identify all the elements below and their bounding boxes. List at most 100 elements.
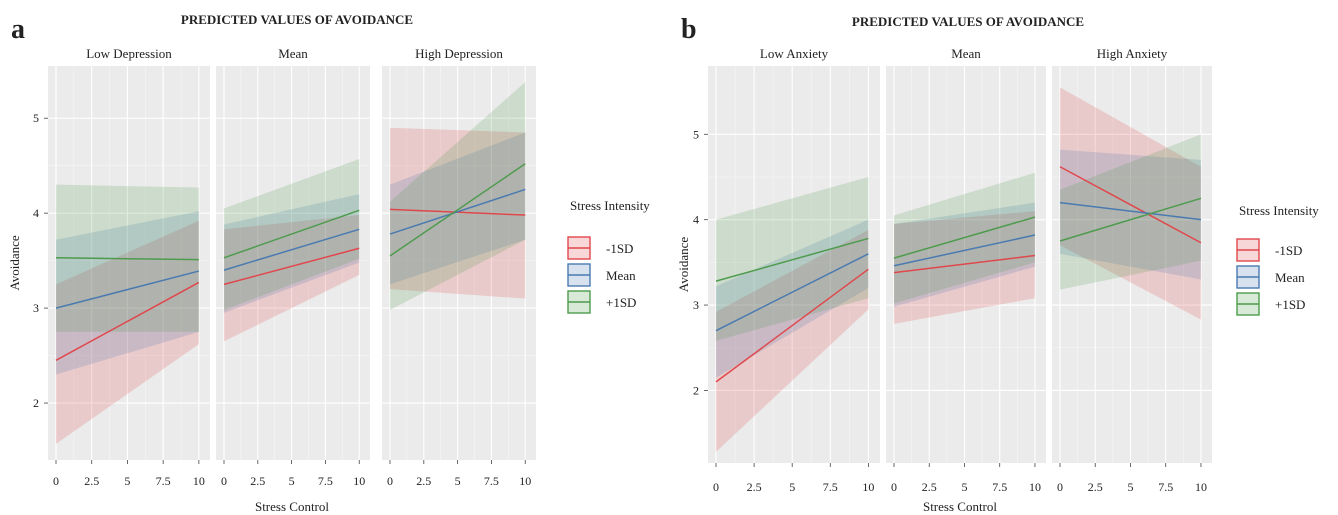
legend-label: -1SD — [1275, 243, 1302, 258]
x-tick-label: 7.5 — [156, 474, 171, 488]
panel-background — [1052, 66, 1212, 463]
x-tick-label: 2.5 — [250, 474, 265, 488]
facet-panel: Mean 0 2.5 5 7.5 10 — [886, 46, 1046, 494]
panel-tag: a — [11, 14, 25, 45]
facet-label: Low Anxiety — [760, 46, 829, 61]
facet-label: High Anxiety — [1097, 46, 1168, 61]
x-tick-label: 10 — [1029, 480, 1041, 494]
confidence-band — [390, 132, 526, 285]
panel-background — [216, 66, 370, 460]
legend-label: -1SD — [606, 241, 633, 256]
y-tick-label: 4 — [33, 206, 39, 220]
legend-title: Stress Intensity — [570, 198, 650, 213]
confidence-band — [894, 211, 1035, 324]
confidence-band — [56, 211, 199, 375]
facet-panel: Mean 0 2.5 5 7.5 10 — [216, 46, 370, 488]
series-line — [1059, 201, 1202, 221]
facet-label: Low Depression — [86, 46, 172, 61]
x-tick-label: 2.5 — [747, 480, 762, 494]
confidence-band — [390, 82, 526, 310]
series-line — [715, 268, 869, 383]
legend-label: Mean — [1275, 270, 1305, 285]
x-tick-label: 5 — [1127, 480, 1133, 494]
x-tick-label: 10 — [1195, 480, 1207, 494]
x-tick-label: 5 — [124, 474, 130, 488]
x-tick-label: 7.5 — [1158, 480, 1173, 494]
x-tick-label: 10 — [193, 474, 205, 488]
x-tick-label: 10 — [353, 474, 365, 488]
panel-tag: b — [681, 14, 697, 45]
series-line — [55, 270, 200, 309]
x-tick-label: 5 — [961, 480, 967, 494]
series-line — [893, 216, 1036, 259]
x-tick-label: 2.5 — [84, 474, 99, 488]
series-line — [389, 188, 526, 235]
series-line — [893, 254, 1036, 274]
confidence-band — [390, 127, 526, 299]
series-line — [715, 253, 869, 332]
confidence-band — [716, 219, 869, 378]
x-tick-label: 10 — [862, 480, 874, 494]
x-tick-label: 0 — [221, 474, 227, 488]
series-line — [715, 237, 869, 282]
series-line — [55, 257, 199, 261]
x-tick-label: 7.5 — [484, 474, 499, 488]
legend-label: Mean — [606, 268, 636, 283]
x-tick-label: 10 — [519, 474, 531, 488]
confidence-band — [224, 194, 360, 313]
y-tick-label: 3 — [33, 301, 39, 315]
y-axis-label: Avoidance — [676, 237, 691, 293]
chart-title: PREDICTED VALUES OF AVOIDANCE — [181, 12, 413, 27]
confidence-band — [1060, 134, 1201, 290]
facet-panel: Low Depression 0 2.5 5 7.5 10 2 3 4 5 — [33, 46, 210, 488]
series-line — [1059, 197, 1202, 242]
x-tick-label: 5 — [289, 474, 295, 488]
facet-panel: High Depression 0 2.5 5 7.5 10 — [382, 46, 536, 488]
series-line — [223, 228, 360, 271]
legend-label: +1SD — [1275, 297, 1305, 312]
series-line — [223, 209, 360, 259]
legend-title: Stress Intensity — [1239, 203, 1319, 218]
series-line — [1059, 166, 1202, 244]
legend: Stress Intensity -1SD Mean +1SD — [1236, 203, 1319, 316]
x-tick-label: 0 — [713, 480, 719, 494]
chart-title: PREDICTED VALUES OF AVOIDANCE — [852, 14, 1084, 29]
y-tick-label: 5 — [33, 111, 39, 125]
panel-background — [48, 66, 210, 460]
x-tick-label: 7.5 — [992, 480, 1007, 494]
y-tick-label: 2 — [693, 383, 699, 397]
legend: Stress Intensity -1SD Mean +1SD — [567, 198, 650, 314]
legend-label: +1SD — [606, 295, 636, 310]
x-tick-label: 2.5 — [416, 474, 431, 488]
y-tick-label: 3 — [693, 298, 699, 312]
x-tick-label: 0 — [891, 480, 897, 494]
x-tick-label: 0 — [1057, 480, 1063, 494]
series-line — [55, 281, 200, 361]
x-tick-label: 5 — [789, 480, 795, 494]
x-tick-label: 7.5 — [823, 480, 838, 494]
confidence-band — [1060, 87, 1201, 320]
x-tick-label: 2.5 — [922, 480, 937, 494]
x-tick-label: 0 — [53, 474, 59, 488]
facet-panel: Low Anxiety 0 2.5 5 7.5 10 2 3 4 5 — [693, 46, 880, 494]
facet-panel: High Anxiety 0 2.5 5 7.5 10 — [1052, 46, 1212, 494]
confidence-band — [716, 229, 869, 452]
chart-a: a PREDICTED VALUES OF AVOIDANCE Low Depres… — [7, 12, 650, 514]
y-tick-label: 5 — [693, 127, 699, 141]
chart-b: b PREDICTED VALUES OF AVOIDANCE Low Anxiet… — [676, 14, 1319, 514]
confidence-band — [1060, 149, 1201, 280]
facet-label: Mean — [278, 46, 308, 61]
series-line — [893, 234, 1036, 267]
facet-label: High Depression — [415, 46, 503, 61]
series-line — [389, 163, 526, 257]
panel-background — [708, 66, 880, 463]
y-tick-label: 2 — [33, 396, 39, 410]
y-axis-label: Avoidance — [7, 235, 22, 291]
panel-background — [382, 66, 536, 460]
x-axis-label: Stress Control — [255, 499, 329, 514]
confidence-band — [56, 220, 199, 444]
x-tick-label: 7.5 — [318, 474, 333, 488]
x-axis-label: Stress Control — [923, 499, 997, 514]
x-tick-label: 5 — [455, 474, 461, 488]
